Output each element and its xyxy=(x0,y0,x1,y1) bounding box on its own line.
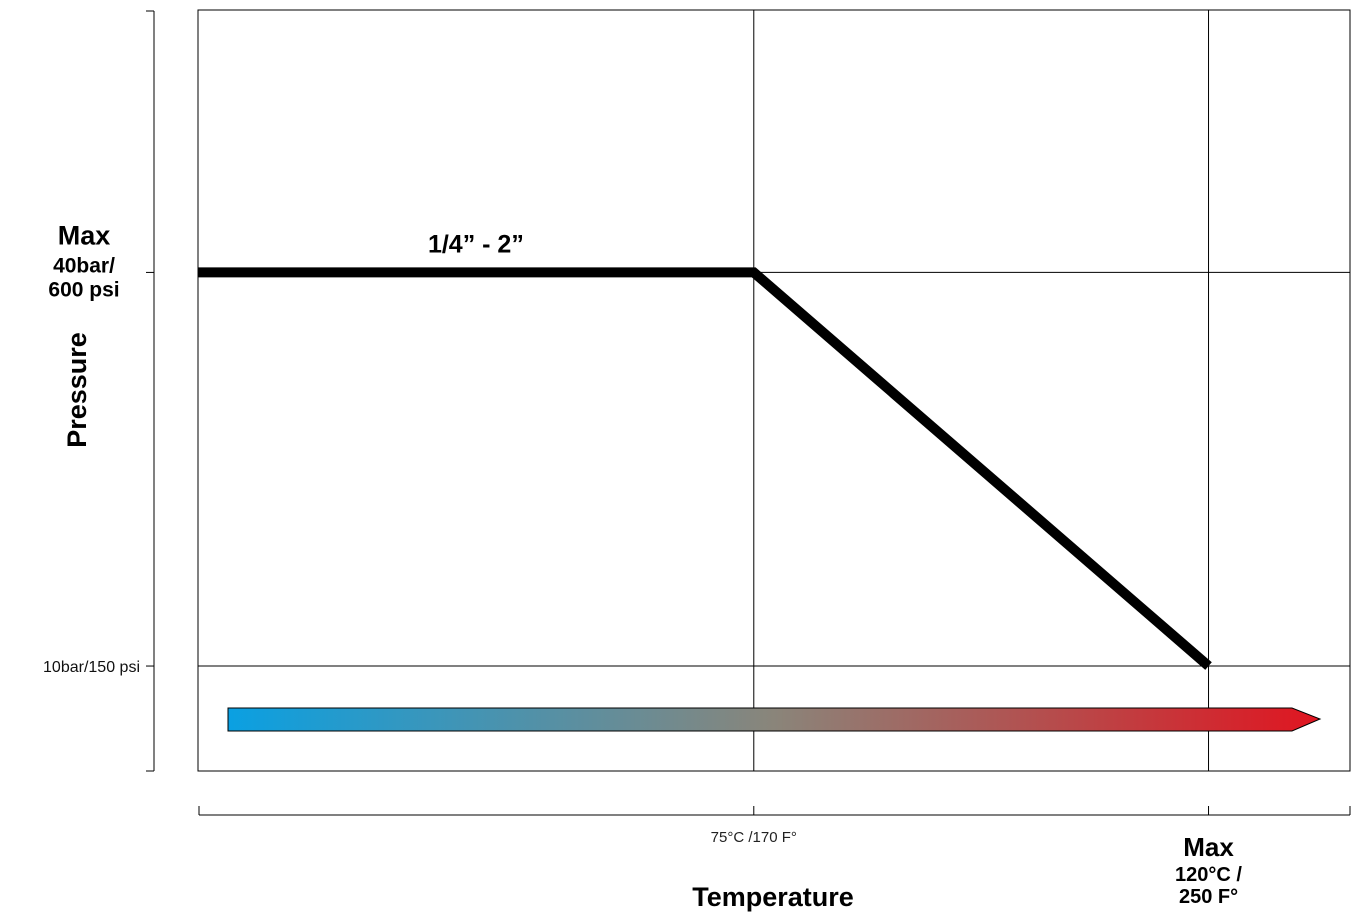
y-axis-title: Pressure xyxy=(62,332,92,448)
series-point xyxy=(753,271,755,273)
series-point xyxy=(197,271,199,273)
temperature-gradient-arrow xyxy=(227,707,1322,732)
series-line xyxy=(198,267,1212,670)
y-axis: Max 40bar/600 psi 10bar/150 psi xyxy=(43,10,155,772)
labels: Pressure Temperature xyxy=(62,332,854,912)
x-axis-title: Temperature xyxy=(692,882,854,912)
series: 1/4” - 2” xyxy=(197,230,1212,670)
series-point xyxy=(1208,665,1210,667)
x-tick-label: 75°C /170 F° xyxy=(711,829,797,846)
x-tick-label: Max 120°C /250 F° xyxy=(1175,832,1242,908)
temperature-gradient xyxy=(227,707,1322,732)
series-label: 1/4” - 2” xyxy=(428,230,524,258)
grid xyxy=(198,10,1350,771)
x-axis: 75°C /170 F° Max 120°C /250 F° xyxy=(198,806,1351,908)
plot-frame xyxy=(197,9,1351,772)
y-tick-label: 10bar/150 psi xyxy=(43,659,140,676)
y-tick-label: Max 40bar/600 psi xyxy=(48,220,119,301)
